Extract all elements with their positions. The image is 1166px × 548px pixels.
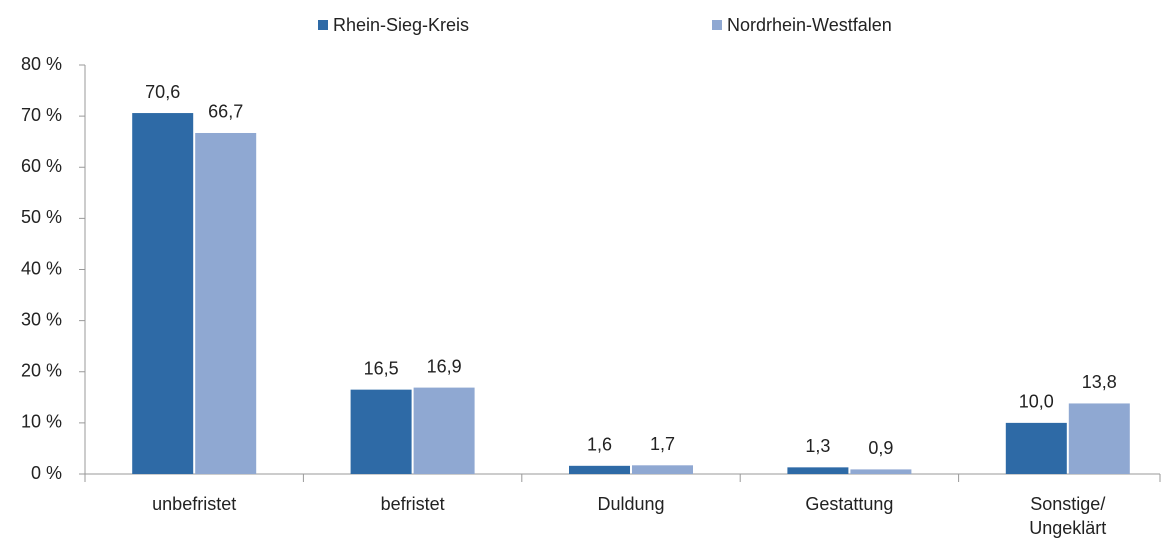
value-label: 16,5: [364, 358, 399, 378]
bar: [413, 387, 475, 474]
value-label: 66,7: [208, 102, 243, 122]
bar: [850, 469, 912, 474]
value-label: 16,9: [427, 356, 462, 376]
value-label: 0,9: [868, 438, 893, 458]
bar: [1068, 403, 1130, 474]
y-tick-label: 40 %: [21, 258, 62, 278]
value-label: 10,0: [1019, 392, 1054, 412]
y-tick-label: 20 %: [21, 361, 62, 381]
bar: [569, 465, 630, 474]
value-label: 1,3: [805, 436, 830, 456]
bar: [132, 113, 194, 475]
value-label: 13,8: [1082, 372, 1117, 392]
bar: [787, 467, 849, 474]
y-tick-label: 10 %: [21, 412, 62, 432]
y-tick-label: 50 %: [21, 207, 62, 227]
y-tick-label: 70 %: [21, 105, 62, 125]
x-tick-label: unbefristet: [152, 494, 236, 514]
x-tick-label: befristet: [381, 494, 445, 514]
x-tick-label: Gestattung: [805, 494, 893, 514]
value-label: 1,7: [650, 434, 675, 454]
bar: [1005, 422, 1067, 474]
bar: [350, 389, 412, 474]
y-tick-label: 30 %: [21, 309, 62, 329]
y-tick-label: 60 %: [21, 156, 62, 176]
legend-swatch: [712, 20, 722, 30]
value-label: 70,6: [145, 82, 180, 102]
bar: [632, 465, 693, 474]
bar: [195, 132, 257, 474]
x-tick-label: Duldung: [597, 494, 664, 514]
x-tick-label: Sonstige/Ungeklärt: [1029, 494, 1106, 538]
legend-label: Nordrhein-Westfalen: [727, 15, 892, 35]
y-tick-label: 0 %: [31, 463, 62, 483]
legend-label: Rhein-Sieg-Kreis: [333, 15, 469, 35]
y-tick-label: 80 %: [21, 54, 62, 74]
value-label: 1,6: [587, 435, 612, 455]
legend-swatch: [318, 20, 328, 30]
